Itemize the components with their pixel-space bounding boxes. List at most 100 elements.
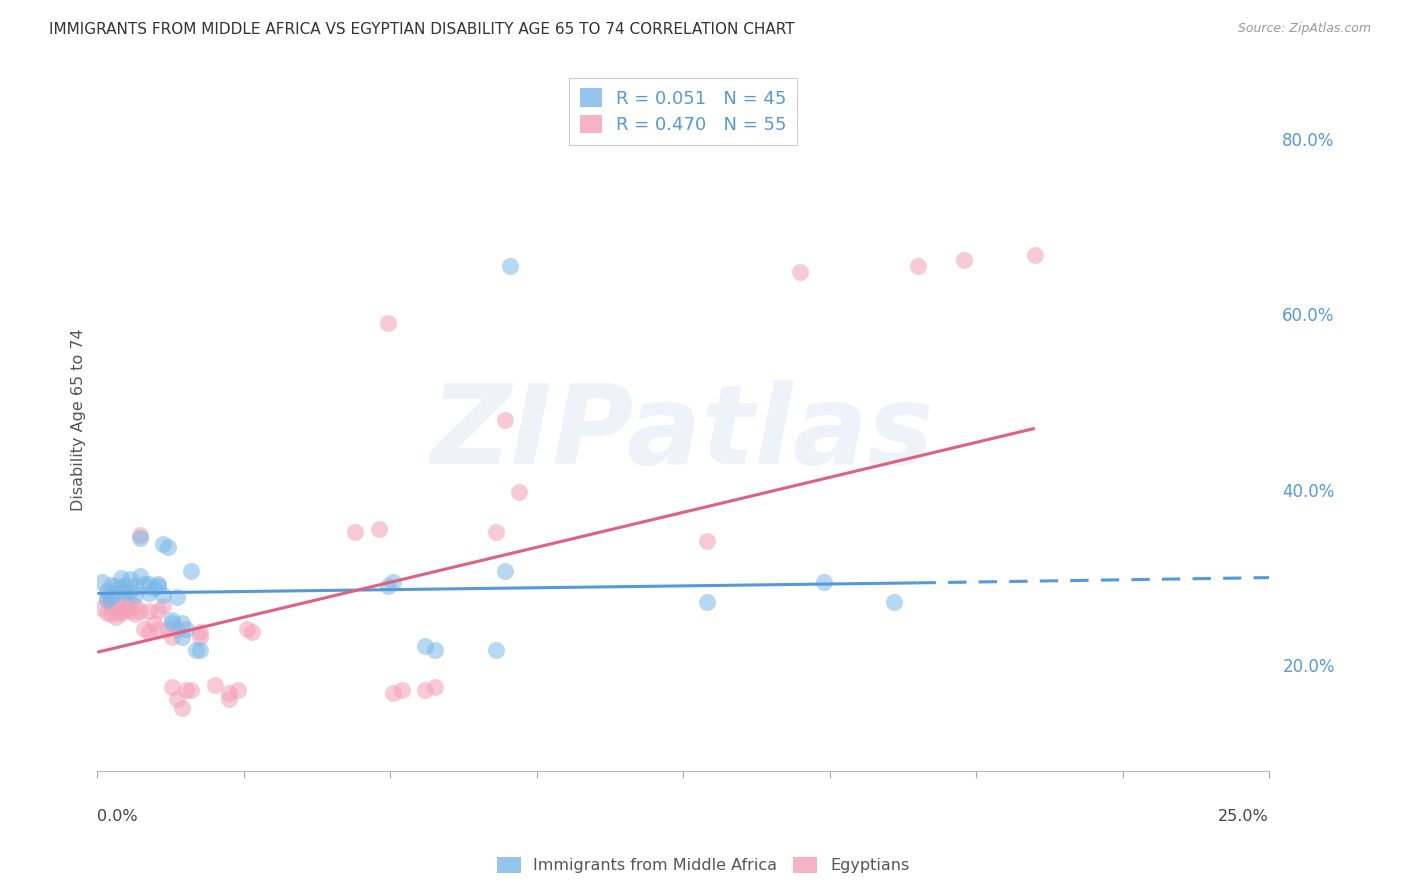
Point bbox=[415, 682, 437, 697]
Point bbox=[120, 583, 142, 598]
Point bbox=[381, 686, 404, 700]
Point bbox=[152, 599, 174, 613]
Point bbox=[377, 316, 399, 330]
Point bbox=[152, 588, 174, 602]
Point bbox=[883, 595, 905, 609]
Point bbox=[170, 630, 193, 644]
Point bbox=[696, 533, 718, 548]
Point bbox=[110, 604, 132, 618]
Point bbox=[166, 622, 188, 636]
Point bbox=[218, 686, 240, 700]
Point bbox=[166, 691, 188, 706]
Point bbox=[1024, 247, 1046, 261]
Point bbox=[124, 607, 146, 622]
Point bbox=[91, 574, 114, 589]
Point bbox=[96, 583, 118, 598]
Point bbox=[218, 691, 240, 706]
Text: IMMIGRANTS FROM MIDDLE AFRICA VS EGYPTIAN DISABILITY AGE 65 TO 74 CORRELATION CH: IMMIGRANTS FROM MIDDLE AFRICA VS EGYPTIA… bbox=[49, 22, 794, 37]
Point bbox=[96, 606, 118, 620]
Point bbox=[156, 540, 179, 554]
Point bbox=[344, 524, 367, 539]
Point bbox=[134, 622, 156, 636]
Point bbox=[152, 537, 174, 551]
Point bbox=[162, 616, 184, 631]
Point bbox=[128, 531, 150, 545]
Point bbox=[162, 681, 184, 695]
Point bbox=[236, 622, 259, 636]
Point bbox=[120, 604, 142, 618]
Point bbox=[128, 569, 150, 583]
Point bbox=[110, 581, 132, 595]
Point bbox=[176, 622, 198, 636]
Point bbox=[508, 484, 530, 499]
Point bbox=[124, 588, 146, 602]
Point bbox=[105, 610, 128, 624]
Point bbox=[114, 585, 136, 599]
Point bbox=[367, 522, 389, 536]
Point bbox=[100, 590, 122, 604]
Point bbox=[120, 573, 142, 587]
Point bbox=[100, 595, 122, 609]
Point bbox=[120, 595, 142, 609]
Point bbox=[176, 682, 198, 697]
Point bbox=[100, 577, 122, 591]
Point bbox=[128, 604, 150, 618]
Point bbox=[696, 595, 718, 609]
Point bbox=[142, 581, 165, 595]
Point bbox=[128, 528, 150, 542]
Point bbox=[96, 592, 118, 607]
Text: Source: ZipAtlas.com: Source: ZipAtlas.com bbox=[1237, 22, 1371, 36]
Point bbox=[105, 586, 128, 600]
Point bbox=[391, 682, 413, 697]
Point bbox=[114, 603, 136, 617]
Point bbox=[100, 607, 122, 622]
Point bbox=[789, 265, 811, 279]
Point bbox=[184, 642, 207, 657]
Point bbox=[138, 604, 160, 618]
Point bbox=[415, 639, 437, 653]
Point bbox=[381, 574, 404, 589]
Point bbox=[204, 678, 226, 692]
Point bbox=[96, 590, 118, 604]
Point bbox=[110, 571, 132, 585]
Point bbox=[162, 630, 184, 644]
Point bbox=[190, 642, 212, 657]
Legend: Immigrants from Middle Africa, Egyptians: Immigrants from Middle Africa, Egyptians bbox=[491, 850, 915, 880]
Point bbox=[180, 682, 202, 697]
Point bbox=[105, 579, 128, 593]
Point bbox=[907, 259, 929, 273]
Point bbox=[485, 524, 508, 539]
Point bbox=[148, 576, 170, 591]
Text: ZIPatlas: ZIPatlas bbox=[432, 380, 935, 487]
Point bbox=[423, 642, 446, 657]
Point bbox=[162, 613, 184, 627]
Point bbox=[226, 682, 249, 697]
Point bbox=[114, 595, 136, 609]
Point bbox=[148, 622, 170, 636]
Point bbox=[124, 579, 146, 593]
Point bbox=[142, 616, 165, 631]
Point bbox=[423, 681, 446, 695]
Point bbox=[485, 642, 508, 657]
Point bbox=[91, 601, 114, 615]
Y-axis label: Disability Age 65 to 74: Disability Age 65 to 74 bbox=[72, 328, 86, 511]
Point bbox=[138, 586, 160, 600]
Point bbox=[138, 576, 160, 591]
Point bbox=[180, 564, 202, 578]
Point bbox=[953, 252, 976, 267]
Legend: R = 0.051   N = 45, R = 0.470   N = 55: R = 0.051 N = 45, R = 0.470 N = 55 bbox=[569, 78, 797, 145]
Point bbox=[124, 599, 146, 613]
Point bbox=[134, 576, 156, 591]
Point bbox=[156, 622, 179, 636]
Point bbox=[190, 625, 212, 640]
Point bbox=[170, 700, 193, 714]
Point bbox=[166, 590, 188, 604]
Text: 0.0%: 0.0% bbox=[97, 809, 138, 824]
Point bbox=[138, 625, 160, 640]
Point bbox=[148, 604, 170, 618]
Point bbox=[499, 259, 522, 273]
Point bbox=[190, 630, 212, 644]
Point bbox=[240, 625, 263, 640]
Text: 25.0%: 25.0% bbox=[1219, 809, 1270, 824]
Point bbox=[105, 599, 128, 613]
